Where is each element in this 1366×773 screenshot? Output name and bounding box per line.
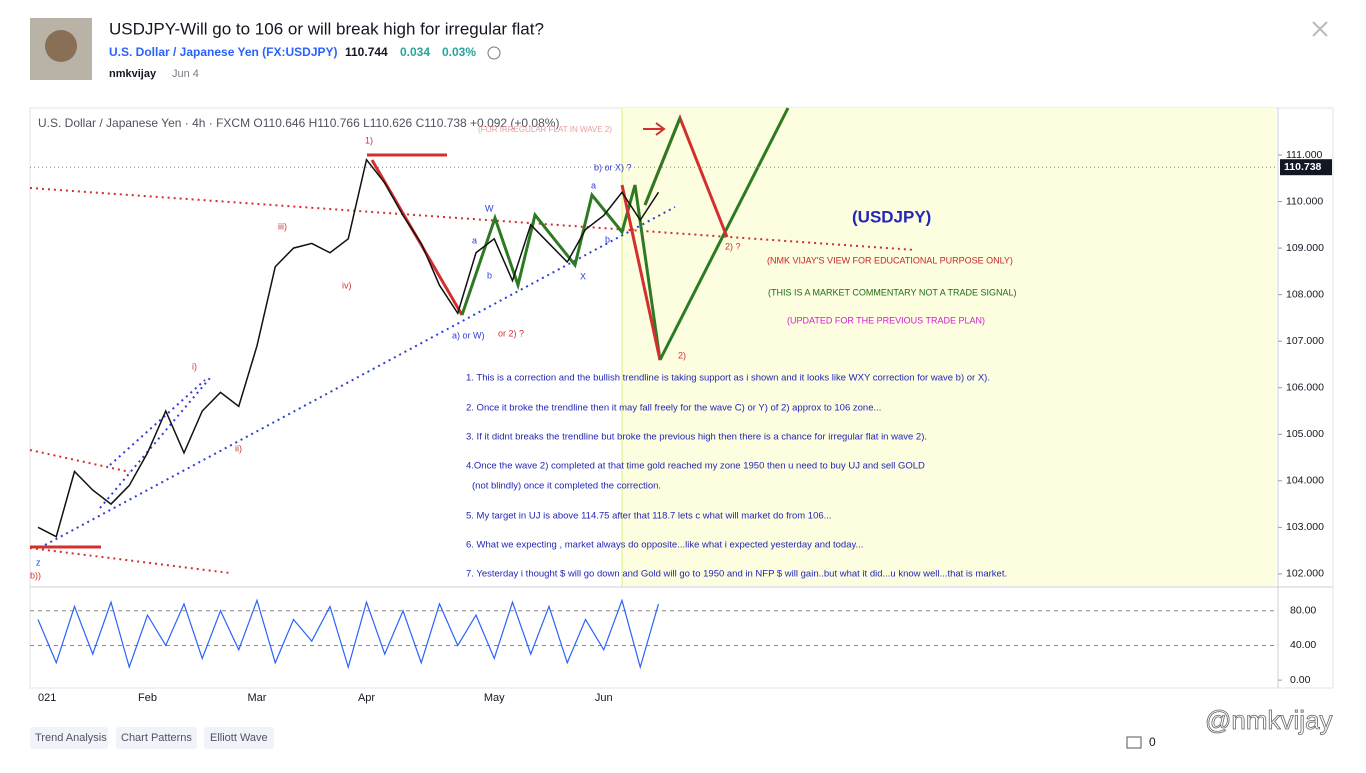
annotation: a bbox=[591, 180, 596, 190]
y-tick-label: 104.000 bbox=[1286, 475, 1324, 487]
last-price-label: 110.738 bbox=[1284, 161, 1322, 173]
annotation: 2) bbox=[678, 350, 686, 360]
y-tick-label: 111.000 bbox=[1286, 149, 1323, 161]
x-tick-label: May bbox=[484, 692, 505, 704]
annotation: 2) ? bbox=[725, 241, 741, 251]
idea-title: USDJPY-Will go to 106 or will break high… bbox=[109, 19, 544, 38]
annotation: (USDJPY) bbox=[852, 207, 931, 226]
oscillator-line bbox=[37, 598, 660, 670]
watermark: @nmkvijay bbox=[1205, 705, 1333, 735]
annotation: iii) bbox=[278, 221, 287, 231]
comment-icon[interactable] bbox=[1126, 736, 1142, 749]
x-tick-label: Apr bbox=[358, 692, 375, 704]
x-tick-label: Mar bbox=[248, 692, 267, 704]
highlight-zone bbox=[622, 108, 1276, 586]
tag[interactable]: Elliott Wave bbox=[210, 732, 268, 744]
y-tick-label: 107.000 bbox=[1286, 335, 1324, 347]
annotation: (UPDATED FOR THE PREVIOUS TRADE PLAN) bbox=[787, 315, 985, 325]
y-tick-label: 80.00 bbox=[1290, 605, 1316, 617]
y-tick-label: 0.00 bbox=[1290, 674, 1311, 686]
commentary-line: 1. This is a correction and the bullish … bbox=[466, 373, 990, 384]
annotation: b)) bbox=[30, 570, 41, 580]
commentary-line: 2. Once it broke the trendline then it m… bbox=[466, 403, 881, 414]
change-pct: 0.03% bbox=[442, 45, 476, 59]
date: Jun 4 bbox=[172, 68, 199, 80]
commentary-line: 5. My target in UJ is above 114.75 after… bbox=[466, 511, 832, 522]
tag-bg[interactable] bbox=[30, 727, 108, 749]
commentary-line: 3. If it didnt breaks the trendline but … bbox=[466, 432, 927, 443]
annotation: iv) bbox=[342, 280, 352, 290]
drawings bbox=[29, 107, 916, 574]
tag-bg[interactable] bbox=[116, 727, 197, 749]
annotation: 1) bbox=[365, 135, 373, 145]
symbol-link[interactable]: U.S. Dollar / Japanese Yen (FX:USDJPY) bbox=[109, 45, 338, 59]
commentary-line: 6. What we expecting , market always do … bbox=[466, 540, 863, 551]
tag[interactable]: Trend Analysis bbox=[35, 732, 107, 744]
annotation: (THIS IS A MARKET COMMENTARY NOT A TRADE… bbox=[768, 287, 1017, 297]
annotation: (NMK VIJAY'S VIEW FOR EDUCATIONAL PURPOS… bbox=[767, 255, 1013, 265]
last-price-tag bbox=[1280, 159, 1332, 176]
price: 110.744 bbox=[345, 45, 388, 59]
annotation: W bbox=[485, 203, 494, 213]
close-button[interactable] bbox=[1312, 21, 1328, 37]
y-tick-label: 109.000 bbox=[1286, 242, 1324, 254]
alert-icon[interactable] bbox=[487, 46, 501, 60]
tag[interactable]: Chart Patterns bbox=[121, 732, 192, 744]
y-tick-label: 40.00 bbox=[1290, 639, 1316, 651]
y-tick-label: 110.000 bbox=[1286, 195, 1323, 207]
annotation: ii) bbox=[235, 443, 242, 453]
tag-bg[interactable] bbox=[204, 727, 274, 749]
x-tick-label: 021 bbox=[38, 692, 56, 704]
avatar-face bbox=[45, 30, 77, 62]
annotation: z bbox=[36, 557, 41, 567]
annotation: a) or W) bbox=[452, 330, 485, 340]
x-tick-label: Jun bbox=[595, 692, 613, 704]
y-tick-label: 102.000 bbox=[1286, 568, 1324, 580]
price-line bbox=[37, 157, 660, 538]
y-tick-label: 105.000 bbox=[1286, 428, 1324, 440]
x-tick-label: Feb bbox=[138, 692, 157, 704]
y-tick-label: 103.000 bbox=[1286, 521, 1324, 533]
annotation: (FOR IRREGULAR FLAT IN WAVE 2) bbox=[478, 125, 612, 134]
annotation: X bbox=[580, 271, 586, 281]
y-tick-label: 106.000 bbox=[1286, 382, 1324, 394]
commentary-line: 4.Once the wave 2) completed at that tim… bbox=[466, 461, 925, 472]
annotation: or 2) ? bbox=[498, 328, 524, 338]
commentary-line: 7. Yesterday i thought $ will go down an… bbox=[466, 569, 1007, 580]
change: 0.034 bbox=[400, 45, 430, 59]
commentary-line: (not blindly) once it completed the corr… bbox=[472, 481, 661, 492]
annotation: a bbox=[472, 235, 477, 245]
chart-legend: U.S. Dollar / Japanese Yen · 4h · FXCM O… bbox=[38, 116, 559, 130]
y-tick-label: 108.000 bbox=[1286, 288, 1324, 300]
author[interactable]: nmkvijay bbox=[109, 68, 157, 80]
annotation: b bbox=[487, 270, 492, 280]
annotation: b bbox=[605, 234, 610, 244]
comment-count: 0 bbox=[1149, 735, 1156, 749]
annotation: b) or X) ? bbox=[594, 162, 632, 172]
annotation: i) bbox=[192, 361, 197, 371]
